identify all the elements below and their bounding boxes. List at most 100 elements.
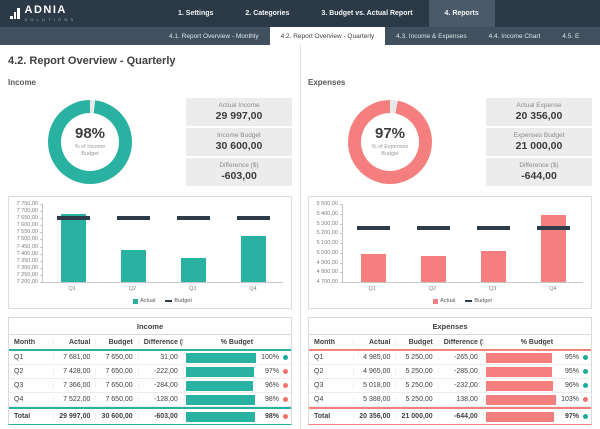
cell-budget: 7 650,00 bbox=[96, 382, 139, 389]
cell-budget: 5 250,00 bbox=[396, 396, 439, 403]
nav-item-2-categories[interactable]: 2. Categories bbox=[245, 10, 290, 17]
stat-box-difference: Difference ($) -603,00 bbox=[186, 158, 292, 186]
logo-subtitle: SOLUTIONS bbox=[24, 17, 77, 22]
sheet-tab-bar: 4.1. Report Overview - Monthly 4.2. Repor… bbox=[0, 27, 600, 45]
cell-month: Q3 bbox=[9, 382, 55, 389]
legend-item-budget: Budget bbox=[165, 298, 192, 304]
stat-label: Expenses Budget bbox=[513, 132, 565, 139]
stat-box-difference: Difference ($) -644,00 bbox=[486, 158, 592, 186]
table-row: Q1 7 681,00 7 650,00 31,00 100% bbox=[9, 351, 291, 365]
x-axis-label-q3: Q3 bbox=[188, 286, 197, 292]
budget-marker bbox=[56, 216, 90, 221]
income-donut-chart: 98% % of Income Budget bbox=[48, 100, 132, 184]
income-bar-chart: 7 750,00 7 700,00 7 650,00 7 600,00 7 550,00… bbox=[8, 196, 292, 309]
stat-value: 29 997,00 bbox=[215, 110, 263, 122]
y-axis-tick-mark bbox=[340, 243, 343, 244]
column-header-actual: Actual bbox=[354, 338, 397, 346]
percent-bar-track bbox=[485, 394, 556, 405]
y-axis-tick-mark bbox=[340, 223, 343, 225]
budget-marker bbox=[476, 226, 510, 231]
tab-4-4-income-chart[interactable]: 4.4. Income Chart bbox=[488, 32, 541, 40]
cell-budget: 7 650,00 bbox=[96, 354, 139, 361]
expenses-donut-caption: % of Expenses Budget bbox=[371, 143, 409, 157]
tab-4-2-report-overview-quarterly[interactable]: 4.2. Report Overview - Quarterly bbox=[269, 27, 386, 45]
cell-budget: 5 250,00 bbox=[396, 382, 439, 389]
expenses-donut-hole: 97% % of Expenses Budget bbox=[361, 113, 419, 171]
cell-actual: 29 997,00 bbox=[54, 413, 97, 420]
tab-4-3-income-expenses[interactable]: 4.3. Income & Expenses bbox=[396, 32, 467, 40]
percent-bar-fill bbox=[485, 394, 556, 405]
percent-bar-track bbox=[185, 352, 256, 363]
column-header-budget: Budget bbox=[96, 338, 139, 346]
chart-legend: Actual Budget bbox=[42, 295, 283, 307]
y-axis-tick-mark bbox=[40, 218, 43, 220]
cell-percent-budget: 97% bbox=[184, 366, 291, 377]
nav-item-1-settings[interactable]: 1. Settings bbox=[178, 10, 214, 17]
cell-budget: 7 650,00 bbox=[96, 368, 139, 375]
y-axis-tick-mark bbox=[40, 274, 43, 276]
x-axis-label-q1: Q1 bbox=[368, 286, 376, 292]
y-axis-tick-label: 7 500,00 bbox=[16, 236, 38, 243]
table-row: Q1 4 985,00 5 250,00 -265,00 95% bbox=[309, 351, 591, 365]
cell-actual: 20 356,00 bbox=[354, 413, 397, 420]
percent-bar-fill bbox=[485, 366, 553, 377]
cell-budget: 5 250,00 bbox=[396, 354, 439, 361]
expenses-section: Expenses 97% % of Expenses Budget Actual… bbox=[300, 78, 600, 425]
legend-label: Budget bbox=[474, 298, 492, 304]
stat-label: Difference ($) bbox=[519, 162, 559, 169]
cell-month: Q1 bbox=[9, 354, 55, 361]
plot-wrap: Q1 Q2 Q3 Q4 Actual Budget bbox=[40, 204, 283, 307]
y-axis-tick-label: 7 600,00 bbox=[16, 222, 38, 229]
table-title: Income bbox=[9, 318, 291, 335]
legend-item-budget: Budget bbox=[465, 298, 492, 304]
y-axis-tick-mark bbox=[40, 253, 43, 255]
income-section: Income 98% % of Income Budget Actual Inc… bbox=[0, 78, 300, 425]
column-header-actual: Actual bbox=[54, 338, 97, 346]
stat-label: Income Budget bbox=[217, 132, 261, 139]
income-section-label: Income bbox=[8, 78, 37, 87]
percent-label: 98% bbox=[264, 396, 279, 403]
budget-marker bbox=[176, 216, 210, 221]
cell-month: Total bbox=[309, 413, 355, 420]
table-row: Q4 5 388,00 5 250,00 138,00 103% bbox=[309, 393, 591, 407]
cell-budget: 7 650,00 bbox=[96, 396, 139, 403]
table-row: Q2 7 428,00 7 650,00 -222,00 97% bbox=[9, 365, 291, 379]
cell-difference: -265,00 bbox=[439, 354, 484, 361]
percent-bar-fill bbox=[185, 394, 255, 405]
cell-difference: -285,00 bbox=[439, 368, 484, 375]
y-axis-tick-mark bbox=[40, 225, 43, 227]
x-axis-label-q1: Q1 bbox=[68, 286, 76, 292]
status-dot-bad bbox=[282, 414, 288, 419]
y-axis-tick-mark bbox=[340, 252, 343, 254]
cell-actual: 7 428,00 bbox=[54, 368, 97, 375]
nav-item-3-budget-vs-actual-report[interactable]: 3. Budget vs. Actual Report bbox=[321, 10, 413, 17]
percent-label: 95% bbox=[564, 354, 579, 361]
expenses-donut-chart: 97% % of Expenses Budget bbox=[348, 100, 432, 184]
income-stat-boxes: Actual Income 29 997,00 Income Budget 30 60… bbox=[186, 98, 292, 186]
y-axis-tick-mark bbox=[340, 233, 343, 235]
percent-label: 96% bbox=[564, 382, 579, 389]
cell-budget: 21 000,00 bbox=[396, 413, 439, 420]
y-axis-tick-mark bbox=[40, 267, 43, 269]
plot-wrap: Q1 Q2 Q3 Q4 Actual Budget bbox=[340, 204, 583, 307]
column-header-budget: % Budget bbox=[520, 338, 554, 346]
legend-actual-swatch bbox=[433, 298, 439, 304]
tab-4-5-e[interactable]: 4.5. E bbox=[562, 32, 580, 40]
tab-4-1-report-overview-monthly[interactable]: 4.1. Report Overview - Monthly bbox=[169, 32, 259, 40]
status-dot-good bbox=[582, 414, 588, 419]
percent-bar-fill bbox=[185, 366, 254, 377]
percent-bar-track bbox=[485, 366, 556, 377]
stat-box-actual-income: Actual Income 29 997,00 bbox=[186, 98, 292, 126]
percent-bar-track bbox=[185, 411, 256, 422]
status-dot-bad bbox=[582, 397, 588, 402]
cell-percent-budget: 103% bbox=[484, 394, 591, 405]
column-header-month: Month bbox=[9, 338, 55, 346]
nav-item-4-reports[interactable]: 4. Reports bbox=[428, 0, 495, 27]
cell-month: Q2 bbox=[309, 368, 355, 375]
cell-month: Q3 bbox=[309, 382, 355, 389]
actual-bar bbox=[60, 213, 86, 282]
cell-difference: -222,00 bbox=[139, 368, 184, 375]
cell-difference: 138,00 bbox=[439, 396, 484, 403]
